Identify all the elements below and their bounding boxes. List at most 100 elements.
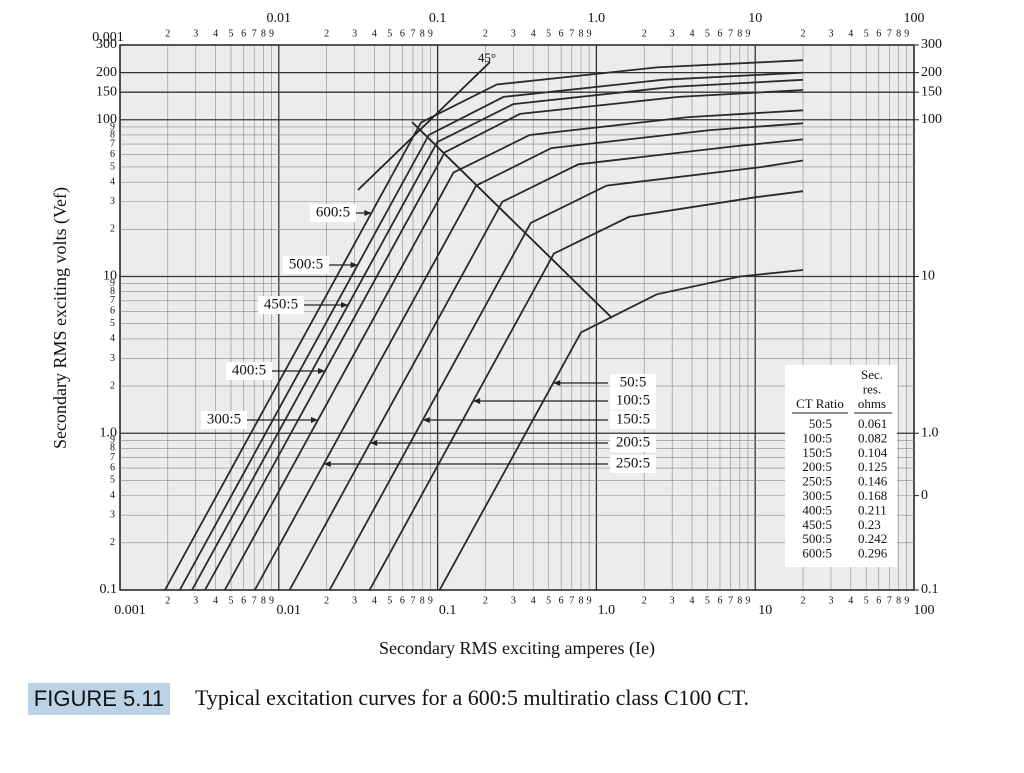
arrow-head: [364, 210, 372, 216]
x-minor-label: 7: [252, 595, 257, 606]
x-minor-label: 7: [887, 595, 892, 606]
y2-tick-label: 0.1: [921, 582, 939, 597]
curve-label: 50:5: [620, 374, 647, 390]
y-minor-label: 4: [110, 176, 115, 187]
table-ratio: 150:5: [802, 445, 832, 460]
x-top-minor-label: 7: [569, 28, 574, 39]
curve-label-box: [610, 455, 656, 473]
x-minor-label: 6: [717, 595, 722, 606]
y-minor-label: 2: [110, 380, 115, 391]
curve-label: 150:5: [616, 411, 650, 427]
caption-text: Typical excitation curves for a 600:5 mu…: [195, 685, 749, 710]
curves: [164, 59, 804, 591]
caption-label-box: [28, 683, 170, 715]
curve-label-box: [283, 256, 329, 274]
x-top-minor-label: 8: [579, 28, 584, 39]
excitation-curve: [328, 159, 804, 591]
x-minor-label: 6: [876, 595, 881, 606]
y-minor-label: 2: [110, 224, 115, 235]
x-top-minor-label: 7: [411, 28, 416, 39]
x-tick-label: 0.001: [114, 603, 146, 618]
y-tick-label: 150: [96, 84, 117, 99]
table-header: Sec.: [861, 367, 883, 382]
x-top-minor-label: 9: [904, 28, 909, 39]
y-minor-label: 9: [110, 278, 115, 289]
x-minor-label: 3: [193, 595, 198, 606]
excitation-curve: [368, 190, 804, 591]
x-top-minor-label: 9: [587, 28, 592, 39]
table-ratio: 400:5: [802, 502, 832, 517]
x-top-minor-label: 9: [269, 28, 274, 39]
y-minor-label: 6: [110, 306, 115, 317]
x-minor-label: 9: [587, 595, 592, 606]
x-minor-label: 4: [848, 595, 853, 606]
x-top-minor-label: 2: [642, 28, 647, 39]
x-minor-label: 8: [261, 595, 266, 606]
curve-label-box: [610, 434, 656, 452]
x-top-tick-label: 100: [904, 11, 925, 26]
x-minor-label: 7: [411, 595, 416, 606]
x-top-minor-label: 3: [511, 28, 516, 39]
x-top-minor-label: 8: [261, 28, 266, 39]
arrow-head: [341, 302, 349, 308]
x-top-minor-label: 2: [801, 28, 806, 39]
table-ratio: 200:5: [802, 459, 832, 474]
y2-tick-label: 0: [921, 488, 928, 503]
x-top-minor-label: 5: [864, 28, 869, 39]
y-tick-label: 200: [96, 65, 117, 80]
table-resistance: 0.242: [858, 531, 887, 546]
x-top-minor-label: 9: [428, 28, 433, 39]
x-top-minor-label: 4: [848, 28, 853, 39]
y-minor-label: 3: [110, 196, 115, 207]
x-top-minor-label: 5: [228, 28, 233, 39]
y-tick-label: 300: [96, 37, 117, 52]
x-minor-label: 4: [213, 595, 218, 606]
x-minor-label: 9: [904, 595, 909, 606]
x-top-tick-label: 10: [748, 11, 762, 26]
table-resistance: 0.082: [858, 430, 887, 445]
x-top-minor-label: 3: [670, 28, 675, 39]
table-header: ohms: [858, 396, 886, 411]
y-minor-label: 7: [110, 138, 115, 149]
curve-labels: 600:5 500:5 450:5 400:5 300:5 250:5 200:5 150:5…: [201, 204, 656, 473]
x-minor-label: 9: [428, 595, 433, 606]
x-top-minor-label: 9: [745, 28, 750, 39]
axes: 0.0010.00122334455667788990.010.01223344…: [92, 11, 942, 618]
caption-label: FIGURE 5.11: [34, 686, 164, 711]
curve-label: 200:5: [616, 434, 650, 450]
x-minor-label: 4: [690, 595, 695, 606]
x-minor-label: 7: [569, 595, 574, 606]
x-minor-label: 2: [483, 595, 488, 606]
annotation: 45°: [478, 50, 496, 65]
excitation-curve: [204, 89, 804, 591]
excitation-curve: [224, 109, 804, 591]
x-top-minor-label: 2: [483, 28, 488, 39]
x-minor-label: 2: [324, 595, 329, 606]
y-tick-label: 1.0: [100, 425, 118, 440]
y-tick-label: 100: [96, 112, 117, 127]
table-resistance: 0.211: [858, 502, 887, 517]
x-top-minor-label: 3: [828, 28, 833, 39]
y-minor-label: 3: [110, 510, 115, 521]
x-top-tick-label: 0.01: [267, 11, 292, 26]
45-degree-line: [357, 61, 491, 191]
x-top-minor-label: 6: [559, 28, 564, 39]
x-minor-label: 5: [387, 595, 392, 606]
x-top-minor-label: 2: [165, 28, 170, 39]
x-minor-label: 6: [559, 595, 564, 606]
x-top-minor-label: 5: [705, 28, 710, 39]
x-tick-label: 1.0: [598, 603, 616, 618]
x-top-minor-label: 2: [324, 28, 329, 39]
table-resistance: 0.125: [858, 459, 887, 474]
curve-label: 100:5: [616, 392, 650, 408]
curve-label-box: [610, 411, 656, 429]
x-top-minor-label: 3: [352, 28, 357, 39]
x-top-minor-label: 5: [546, 28, 551, 39]
y-minor-label: 5: [110, 475, 115, 486]
y-axis-label: Secondary RMS exciting volts (Vef): [50, 187, 71, 449]
table-ratio: 100:5: [802, 430, 832, 445]
excitation-curve: [288, 138, 804, 591]
x-minor-label: 4: [531, 595, 536, 606]
x-top-tick-label: 0.1: [429, 11, 447, 26]
